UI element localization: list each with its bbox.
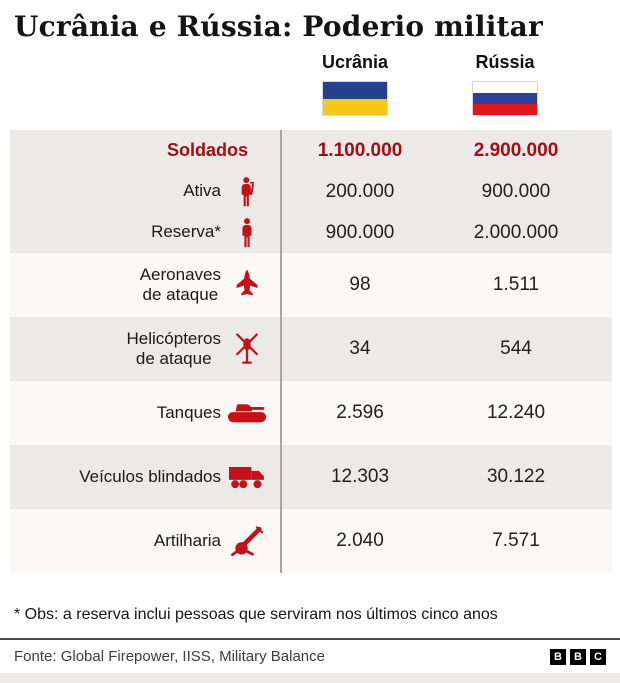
helicopter-icon <box>228 332 266 366</box>
row-label: Helicópteros de ataque <box>126 328 222 368</box>
russia-value: 900.000 <box>481 180 551 202</box>
column-header-russia: Rússia <box>429 52 581 116</box>
row-label-cell: Helicópteros de ataque <box>10 329 280 369</box>
row-label-cell: Reserva* <box>10 217 280 248</box>
row-label: Tanques <box>156 402 221 422</box>
ukraine-value: 2.040 <box>336 530 384 551</box>
flag-band <box>473 82 537 93</box>
ukraine-value: 34 <box>349 338 371 359</box>
table-row: Ativa 200.000 900.000 <box>10 171 612 212</box>
row-label: Aeronaves de ataque <box>139 264 221 304</box>
flag-band <box>473 104 537 115</box>
row-label: Veículos blindados <box>79 466 221 486</box>
table-row: Soldados 1.100.000 2.900.000 <box>10 130 612 171</box>
person-icon <box>228 217 266 248</box>
fighter-jet-icon <box>228 269 266 301</box>
soldier-icon <box>228 176 266 207</box>
bbc-logo-letter: B <box>550 648 566 665</box>
flag-band <box>473 93 537 104</box>
bottom-strip <box>0 673 620 683</box>
russia-value: 544 <box>500 338 532 359</box>
ukraine-label: Ucrânia <box>321 52 389 72</box>
tank-icon <box>228 403 266 424</box>
russia-label: Rússia <box>475 52 535 72</box>
table-row: Helicópteros de ataque 34 544 <box>10 317 612 381</box>
russia-value: 30.122 <box>486 466 546 487</box>
table-row: Artilharia 2.040 7.571 <box>10 509 612 573</box>
bbc-logo-letter: C <box>590 648 606 665</box>
russia-value: 12.240 <box>486 402 546 423</box>
row-label: Artilharia <box>153 530 221 550</box>
column-header-ukraine: Ucrânia <box>275 52 435 116</box>
flag-band <box>323 82 387 99</box>
footnote: * Obs: a reserva inclui pessoas que serv… <box>14 606 498 623</box>
source-bar: Fonte: Global Firepower, IISS, Military … <box>0 638 620 665</box>
ukraine-value: 12.303 <box>330 466 390 487</box>
ukraine-value: 2.596 <box>336 402 384 423</box>
ukraine-value: 900.000 <box>325 221 395 243</box>
table-row: Tanques 2.596 12.240 <box>10 381 612 445</box>
row-label-cell: Veículos blindados <box>10 465 280 490</box>
russia-value: 7.571 <box>492 530 540 551</box>
row-label-cell: Tanques <box>10 403 280 424</box>
row-label-cell: Ativa <box>10 176 280 207</box>
row-label-cell: Artilharia <box>10 525 280 557</box>
ukraine-value: 200.000 <box>325 180 395 202</box>
flag-band <box>323 98 387 115</box>
row-label: Ativa <box>183 181 221 201</box>
russia-value: 1.511 <box>492 274 540 295</box>
table-row: Aeronaves de ataque 98 1.511 <box>10 253 612 317</box>
source-text: Fonte: Global Firepower, IISS, Military … <box>14 648 325 665</box>
artillery-icon <box>228 525 266 557</box>
soldiers-section: Soldados 1.100.000 2.900.000 Ativa 200.0… <box>10 130 612 253</box>
table-row: Reserva* 900.000 2.000.000 <box>10 212 612 253</box>
russia-flag-icon <box>472 81 538 116</box>
row-label-cell: Aeronaves de ataque <box>10 265 280 305</box>
row-label: Soldados <box>166 139 248 160</box>
armored-truck-icon <box>228 465 266 490</box>
bbc-logo-letter: B <box>570 648 586 665</box>
ukraine-flag-icon <box>322 81 388 116</box>
ukraine-value: 98 <box>349 274 371 295</box>
row-label-cell: Soldados <box>10 140 280 161</box>
column-divider <box>280 130 282 573</box>
table-row: Veículos blindados 12.303 30.122 <box>10 445 612 509</box>
military-comparison-table: Soldados 1.100.000 2.900.000 Ativa 200.0… <box>10 130 612 573</box>
russia-value: 2.900.000 <box>473 139 559 161</box>
page-title: Ucrânia e Rússia: Poderio militar <box>14 10 543 43</box>
russia-value: 2.000.000 <box>473 221 559 243</box>
row-label: Reserva* <box>151 222 221 242</box>
equipment-rows: Aeronaves de ataque 98 1.511 Helicóptero… <box>10 253 612 573</box>
ukraine-value: 1.100.000 <box>317 139 403 161</box>
